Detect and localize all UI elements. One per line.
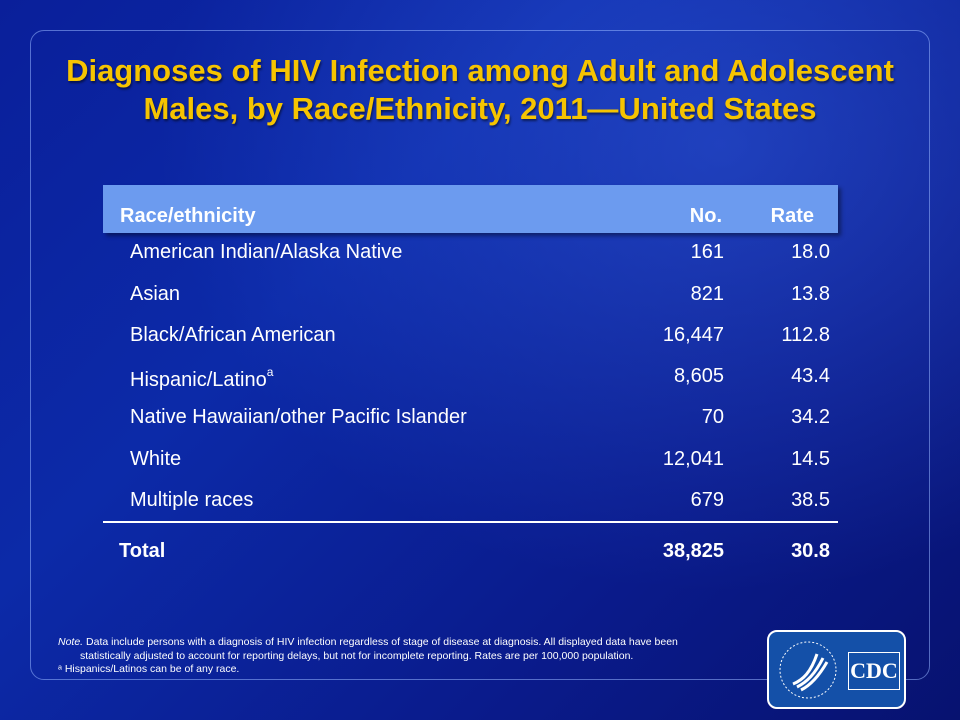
row-rate: 18.0 <box>791 241 830 263</box>
row-label-text: Black/African American <box>130 324 336 346</box>
row-rate: 14.5 <box>791 448 830 470</box>
row-rate: 112.8 <box>781 324 830 346</box>
row-label-text: White <box>130 448 182 470</box>
row-label: American Indian/Alaska Native <box>130 241 402 264</box>
title-line-2: Males, by Race/Ethnicity, 2011—United St… <box>143 91 817 126</box>
table-row: Hispanic/Latinoa 8,605 43.4 <box>103 365 838 395</box>
table-row: Multiple races 679 38.5 <box>103 489 838 519</box>
table-header: Race/ethnicity No. Rate <box>103 185 838 233</box>
header-race: Race/ethnicity <box>120 205 256 227</box>
row-no: 8,605 <box>673 365 724 387</box>
header-rate: Rate <box>770 205 814 227</box>
table-row: Asian 821 13.8 <box>103 283 838 313</box>
row-label: Multiple races <box>130 489 253 512</box>
hhs-eagle-icon <box>779 641 837 699</box>
row-label: Native Hawaiian/other Pacific Islander <box>130 406 467 429</box>
slide-panel <box>30 30 930 680</box>
row-rate: 43.4 <box>791 365 830 387</box>
row-no: 16,447 <box>662 324 724 346</box>
slide-title: Diagnoses of HIV Infection among Adult a… <box>30 52 930 128</box>
row-no: 821 <box>690 283 724 305</box>
row-label-text: Native Hawaiian/other Pacific Islander <box>130 406 467 428</box>
row-label-text: Hispanic/Latino <box>130 369 267 391</box>
row-label: Asian <box>130 283 180 306</box>
total-row: Total 38,825 30.8 <box>103 540 838 570</box>
row-no: 679 <box>690 489 724 511</box>
row-label-text: American Indian/Alaska Native <box>130 241 403 263</box>
hhs-cdc-logo: CDC <box>767 630 906 709</box>
table-row: Black/African American 16,447 112.8 <box>103 324 838 354</box>
row-label: Hispanic/Latinoa <box>130 365 273 392</box>
row-no: 70 <box>701 406 724 428</box>
row-label: White <box>130 448 181 471</box>
total-no: 38,825 <box>662 540 724 562</box>
table-row: White 12,041 14.5 <box>103 448 838 478</box>
title-line-1: Diagnoses of HIV Infection among Adult a… <box>66 53 894 88</box>
row-label: Black/African American <box>130 324 336 347</box>
footnote-marker: a <box>266 365 274 379</box>
footnote: Note. Data include persons with a diagno… <box>58 636 758 677</box>
row-rate: 13.8 <box>791 283 830 305</box>
cdc-logo-text: CDC <box>848 652 900 690</box>
note-line-2: statistically adjusted to account for re… <box>80 649 634 662</box>
table-row: Native Hawaiian/other Pacific Islander 70… <box>103 406 838 436</box>
header-no: No. <box>689 205 722 227</box>
row-rate: 34.2 <box>791 406 830 428</box>
note-prefix: Note. <box>58 636 84 648</box>
row-no: 161 <box>690 241 724 263</box>
note-footnote: ᵃ Hispanics/Latinos can be of any race. <box>58 663 240 675</box>
row-no: 12,041 <box>662 448 724 470</box>
table-row: American Indian/Alaska Native 161 18.0 <box>103 241 838 271</box>
total-label: Total <box>119 540 166 562</box>
note-line-1: Data include persons with a diagnosis of… <box>86 636 678 648</box>
row-label-text: Multiple races <box>130 489 254 511</box>
row-label-text: Asian <box>130 283 181 305</box>
row-rate: 38.5 <box>791 489 830 511</box>
total-divider <box>103 521 838 523</box>
total-rate: 30.8 <box>791 540 830 562</box>
